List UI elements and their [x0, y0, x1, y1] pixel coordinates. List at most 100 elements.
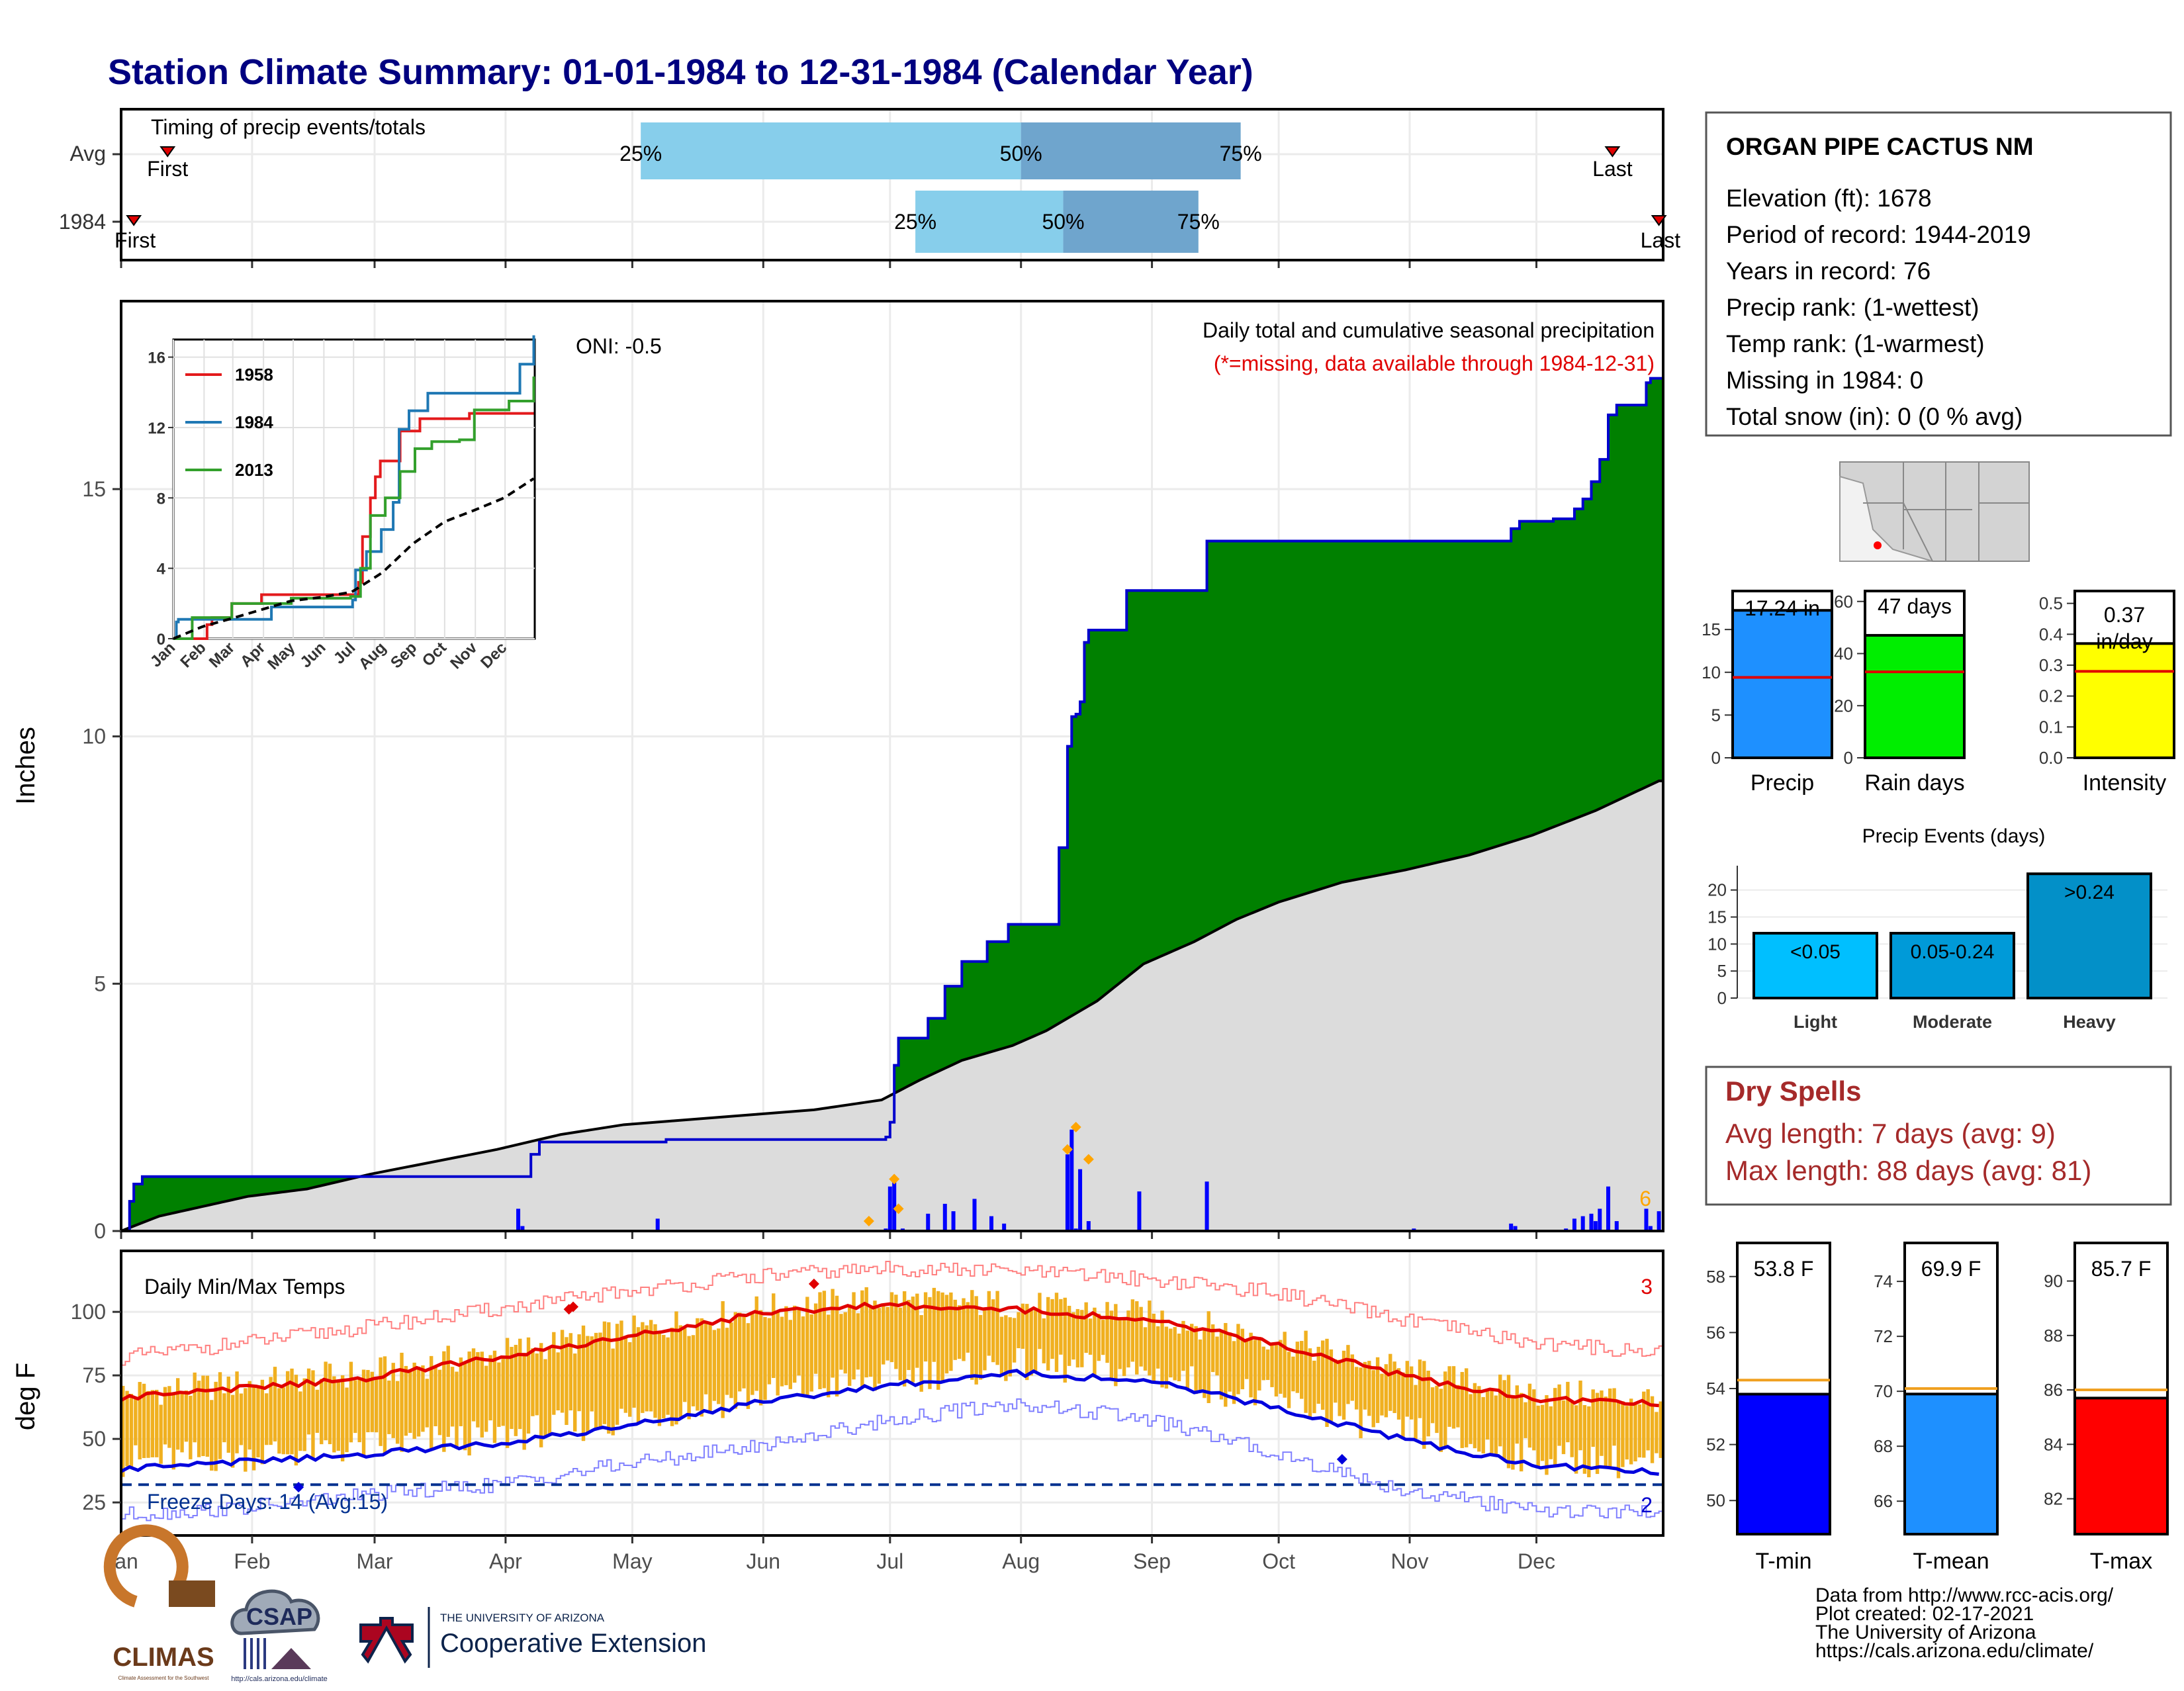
- above-normal-area: [134, 1184, 139, 1226]
- above-normal-area: [180, 1176, 185, 1212]
- daily-temp-range-bar: [1274, 1345, 1279, 1397]
- above-normal-area: [1287, 541, 1292, 900]
- above-normal-area: [1169, 590, 1174, 953]
- daily-temp-range-bar: [1591, 1389, 1595, 1447]
- daily-temp-range-bar: [611, 1348, 615, 1436]
- daily-temp-range-bar: [1409, 1366, 1414, 1420]
- daily-temp-range-bar: [510, 1347, 514, 1430]
- above-normal-area: [1190, 590, 1195, 944]
- daily-temp-range-bar: [1532, 1389, 1536, 1451]
- daily-temp-range-bar: [1659, 1401, 1662, 1458]
- above-normal-area: [1261, 541, 1267, 909]
- daily-temp-range-bar: [1451, 1366, 1456, 1429]
- temp-summary-tmax-category-label: T-max: [2090, 1549, 2152, 1574]
- temp-y-tick-label-1: 50: [82, 1427, 106, 1451]
- above-normal-area: [1029, 924, 1034, 1038]
- above-normal-area: [1156, 590, 1161, 959]
- events-tick-label-4: 20: [1707, 880, 1727, 900]
- above-normal-area: [189, 1176, 194, 1210]
- above-normal-area: [932, 1018, 937, 1075]
- above-normal-area: [1219, 541, 1224, 929]
- above-normal-area: [315, 1176, 320, 1187]
- rain-days-tick-label-1: 20: [1834, 696, 1853, 715]
- precip-total-category-label: Precip: [1751, 770, 1814, 796]
- daily-temp-range-bar: [471, 1348, 476, 1422]
- above-normal-area: [1300, 541, 1304, 896]
- above-normal-area: [1430, 541, 1435, 864]
- daily-temp-range-bar: [1152, 1313, 1156, 1383]
- above-normal-area: [1380, 541, 1385, 875]
- above-normal-area: [1012, 924, 1017, 1046]
- dry-spells-title: Dry Spells: [1725, 1075, 1861, 1107]
- daily-temp-range-bar: [1485, 1391, 1490, 1440]
- daily-temp-range-bar: [1600, 1390, 1604, 1456]
- daily-temp-range-bar: [594, 1332, 598, 1429]
- daily-temp-range-bar: [210, 1400, 214, 1471]
- daily-temp-range-bar: [201, 1375, 205, 1457]
- daily-temp-range-bar: [1059, 1299, 1063, 1355]
- timing-year-p75-label: 75%: [1177, 210, 1220, 234]
- daily-temp-range-bar: [1253, 1340, 1257, 1406]
- daily-temp-range-bar: [1380, 1373, 1384, 1416]
- daily-temp-range-bar: [615, 1324, 619, 1425]
- above-normal-area: [1591, 481, 1596, 813]
- daily-temp-range-bar: [889, 1292, 894, 1363]
- daily-temp-range-bar: [1464, 1368, 1469, 1447]
- ua-logo-big-text: Cooperative Extension: [440, 1629, 706, 1658]
- above-normal-area: [1122, 629, 1127, 981]
- observed-cumulative-line: [121, 377, 1663, 1231]
- above-normal-area: [218, 1176, 223, 1203]
- daily-temp-range-bar: [607, 1322, 611, 1434]
- daily-temp-range-bar: [645, 1325, 649, 1412]
- daily-temp-range-bar: [1033, 1308, 1038, 1373]
- csap-logo-mountain: [271, 1648, 311, 1669]
- station-info-box: ORGAN PIPE CACTUS NM Elevation (ft): 167…: [1705, 111, 2172, 437]
- climas-logo-swirl: [103, 1524, 189, 1608]
- daily-temp-range-bar: [159, 1404, 163, 1464]
- temp-y-tick-label-2: 75: [82, 1363, 106, 1387]
- above-normal-area: [167, 1176, 173, 1214]
- station-location-marker: [1874, 541, 1882, 549]
- daily-temp-range-bar: [1637, 1404, 1642, 1458]
- daily-temp-range-bar: [1012, 1318, 1017, 1363]
- daily-temp-range-bar: [733, 1312, 737, 1409]
- above-normal-area: [1008, 924, 1013, 1047]
- daily-precip-bar: [1513, 1226, 1518, 1231]
- above-normal-area: [1414, 541, 1419, 868]
- main-panel-border: [120, 300, 1664, 1232]
- daily-temp-range-bar: [1469, 1394, 1473, 1444]
- daily-temp-range-bar: [244, 1388, 248, 1472]
- inset-y-tick-label-2: 8: [157, 490, 165, 508]
- timing-year-first-marker: [126, 215, 142, 226]
- above-normal-area: [336, 1176, 341, 1183]
- daily-temp-range-bar: [1439, 1389, 1443, 1452]
- daily-temp-range-bar: [1270, 1344, 1274, 1387]
- above-normal-area: [1240, 541, 1246, 918]
- daily-temp-range-bar: [792, 1305, 797, 1383]
- daily-precip-bar: [1593, 1221, 1598, 1231]
- above-normal-area: [184, 1176, 189, 1211]
- daily-temp-range-bar: [1279, 1340, 1283, 1394]
- daily-precip-bar: [516, 1209, 521, 1231]
- timing-year-first-label: First: [114, 228, 156, 252]
- daily-precip-bar: [1589, 1213, 1594, 1231]
- daily-precip-bar: [1205, 1181, 1209, 1231]
- daily-temp-range-bar: [1325, 1338, 1329, 1427]
- daily-temp-range-bar: [370, 1371, 375, 1432]
- timing-year-p50-label: 50%: [1042, 210, 1085, 234]
- above-normal-area: [248, 1176, 253, 1197]
- above-normal-area: [1118, 629, 1123, 985]
- above-normal-area: [1004, 941, 1009, 1048]
- above-normal-area: [1494, 541, 1499, 848]
- daily-temp-range-bar: [1422, 1361, 1426, 1449]
- daily-temp-range-bar: [412, 1362, 416, 1440]
- daily-temp-range-bar: [1316, 1346, 1320, 1404]
- inset-x-tick-label-sep: Sep: [387, 639, 420, 672]
- rain-days-category-label: Rain days: [1864, 770, 1964, 796]
- above-normal-area: [1265, 541, 1271, 907]
- daily-temp-range-bar: [687, 1336, 691, 1420]
- above-normal-area: [902, 1038, 907, 1089]
- station-info-border: [1705, 111, 2172, 437]
- main-y-axis-title: Inches: [11, 727, 40, 805]
